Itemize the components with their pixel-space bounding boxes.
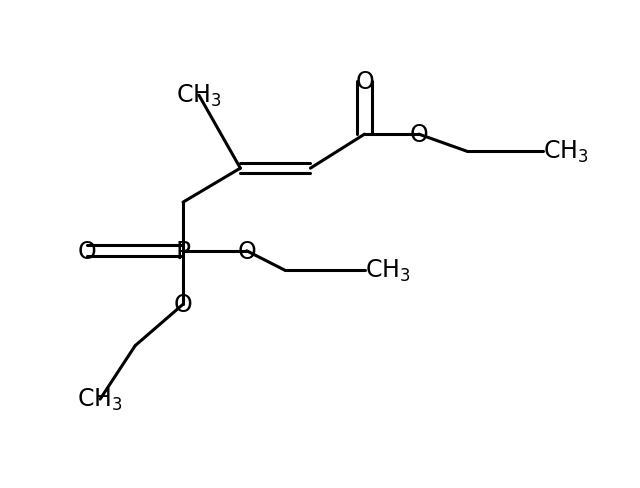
Text: CH$_3$: CH$_3$ [77,386,123,412]
Text: P: P [175,239,191,263]
Text: O: O [410,123,428,147]
Text: O: O [237,239,256,263]
Text: O: O [173,293,193,317]
Text: CH$_3$: CH$_3$ [176,83,221,109]
Text: O: O [355,69,374,93]
Text: O: O [78,239,97,263]
Text: CH$_3$: CH$_3$ [543,139,589,165]
Text: CH$_3$: CH$_3$ [365,258,410,284]
